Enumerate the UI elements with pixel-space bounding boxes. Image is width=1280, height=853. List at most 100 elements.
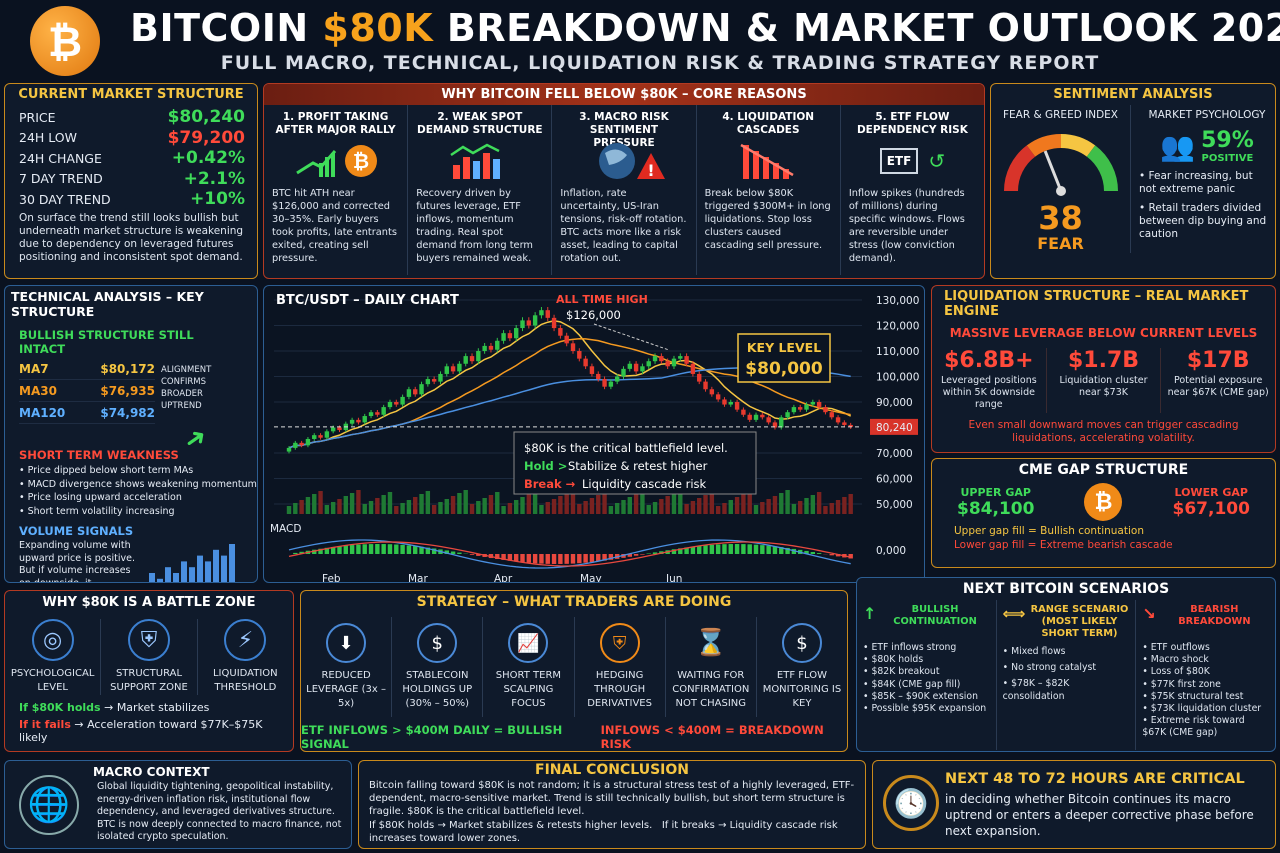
weakness-item: • Price dipped below short term MAs xyxy=(19,464,257,478)
volume-candle xyxy=(779,493,784,514)
macd-bar xyxy=(684,547,689,554)
volume-candle xyxy=(431,505,437,514)
volume-bar xyxy=(149,573,155,582)
bullet-dot: • xyxy=(19,465,28,476)
candle xyxy=(501,333,506,341)
volume-candle xyxy=(589,498,595,514)
scenario-column: ↘ BEARISH BREAKDOWN • ETF outflows • Macro … xyxy=(1136,600,1275,750)
box-hold-b: Stabilize & retest higher xyxy=(568,459,708,473)
bullet-dot: • xyxy=(863,703,872,715)
scenario-item: • No strong catalyst xyxy=(1003,662,1130,674)
strategy-label: SHORT TERM SCALPING FOCUS xyxy=(495,670,562,709)
strategy-item: $ ETF FLOW MONITORING IS KEY xyxy=(757,617,847,717)
reason-title: 2. WEAK SPOT DEMAND STRUCTURE xyxy=(416,111,543,136)
reason-text: Inflow spikes (hundreds of millions) dur… xyxy=(848,188,965,264)
volume-candle xyxy=(400,503,405,514)
volume-candle xyxy=(614,503,620,514)
candle xyxy=(305,438,311,446)
candle xyxy=(330,427,336,432)
volume-candle xyxy=(457,493,462,514)
macd-bar xyxy=(829,554,834,556)
candle xyxy=(772,422,778,428)
macd-bar xyxy=(627,554,632,557)
bullet-dot: • xyxy=(1142,690,1151,702)
y-tick-label: 50,000 xyxy=(876,499,913,511)
candle xyxy=(766,417,771,423)
macro-panel: 🌐 MACRO CONTEXT Global liquidity tighten… xyxy=(4,760,352,849)
volume-candle xyxy=(734,497,740,514)
candle xyxy=(589,366,595,374)
sentiment-title: SENTIMENT ANALYSIS xyxy=(1053,87,1213,102)
candle xyxy=(734,402,740,410)
macd-bar xyxy=(375,544,380,554)
candle xyxy=(570,343,576,351)
candle xyxy=(810,402,816,405)
candle xyxy=(678,356,683,359)
scenario-column: ↑ BULLISH CONTINUATION • ETF inflows stron… xyxy=(857,600,997,750)
fear-greed-text: FEAR xyxy=(1037,234,1084,253)
candle xyxy=(779,417,784,428)
candle xyxy=(444,366,449,374)
candle xyxy=(652,356,658,362)
volume-candle xyxy=(583,501,588,514)
candle xyxy=(450,366,456,372)
scenario-title: RANGE SCENARIO (MOST LIKELY SHORT TERM) xyxy=(1030,604,1129,639)
volume-title: VOLUME SIGNALS xyxy=(19,524,134,538)
line-chart-icon: 📈 xyxy=(508,623,549,663)
y-tick-label: 100,000 xyxy=(876,372,919,384)
macd-bar xyxy=(678,548,683,554)
market-rows: PRICE $80,240 24H LOW $79,200 24H CHANGE +0.4… xyxy=(5,105,257,210)
volume-candle xyxy=(501,506,506,514)
scenario-columns: ↑ BULLISH CONTINUATION • ETF inflows stron… xyxy=(857,600,1275,750)
volume-candle xyxy=(665,496,670,514)
macd-bar xyxy=(564,554,569,564)
candle xyxy=(520,320,525,329)
key-level-label: KEY LEVEL xyxy=(747,340,821,355)
candle xyxy=(823,407,828,413)
bullet-dot: • xyxy=(863,678,872,690)
ma-value: $74,982 xyxy=(100,405,155,420)
macd-bar xyxy=(349,545,355,554)
scenario-icon: ↘ xyxy=(1142,604,1156,623)
macd-bar xyxy=(772,546,778,554)
candle xyxy=(690,363,696,374)
reason-card: 3. MACRO RISK SENTIMENT PRESSURE! Inflati… xyxy=(552,105,697,275)
macd-bar xyxy=(368,544,374,554)
ma-label: MA30 xyxy=(19,383,57,398)
volume-candle xyxy=(652,502,658,514)
bullet-dot: • xyxy=(19,492,28,503)
y-tick-label: 130,000 xyxy=(876,295,919,307)
macd-bar xyxy=(545,554,550,564)
scenario-item: • Extreme risk toward $67K (CME gap) xyxy=(1142,715,1269,739)
volume-candle xyxy=(558,496,563,514)
volume-candle xyxy=(387,492,393,514)
weakness-item: • Short term volatility increasing xyxy=(19,505,257,519)
bullet-dot: • xyxy=(863,642,872,653)
macd-bar xyxy=(457,552,462,554)
volume-candle xyxy=(545,502,550,514)
title-part-c: BREAKDOWN & MARKET OUTLOOK 2026 xyxy=(433,6,1280,50)
candle xyxy=(457,363,462,372)
volume-candle xyxy=(621,500,626,514)
ma-label: MA120 xyxy=(19,405,66,420)
macd-bar xyxy=(848,554,853,559)
bitcoin-coin-icon: ₿ xyxy=(1084,483,1123,521)
volume-bar xyxy=(197,555,203,582)
candle xyxy=(709,389,715,395)
strategy-label: REDUCED LEVERAGE (3x – 5x) xyxy=(306,670,387,709)
next-hours-title: NEXT 48 TO 72 HOURS ARE CRITICAL xyxy=(945,771,1245,787)
y-tick-label: 80,240 xyxy=(876,422,913,434)
battle-items: ◎ PSYCHOLOGICAL LEVEL ⛨ STRUCTURAL SUPPORT … xyxy=(5,619,293,695)
volume-text: Expanding volume with upward price is po… xyxy=(19,540,135,583)
macd-bar xyxy=(337,546,342,554)
reason-card: 5. ETF FLOW DEPENDENCY RISK ETF ↺ Inflow sp… xyxy=(841,105,984,275)
candle xyxy=(684,356,689,364)
x-tick-label: Jun xyxy=(665,573,682,583)
people-icon: 👥 xyxy=(1160,129,1196,163)
macd-bar xyxy=(652,552,658,554)
volume-candle xyxy=(488,495,494,514)
battle-zone-title: WHY $80K IS A BATTLE ZONE xyxy=(42,595,256,610)
strategy-title: STRATEGY – WHAT TRADERS ARE DOING xyxy=(416,594,732,610)
candle xyxy=(349,419,355,424)
bullet-dot: • xyxy=(1142,678,1151,690)
